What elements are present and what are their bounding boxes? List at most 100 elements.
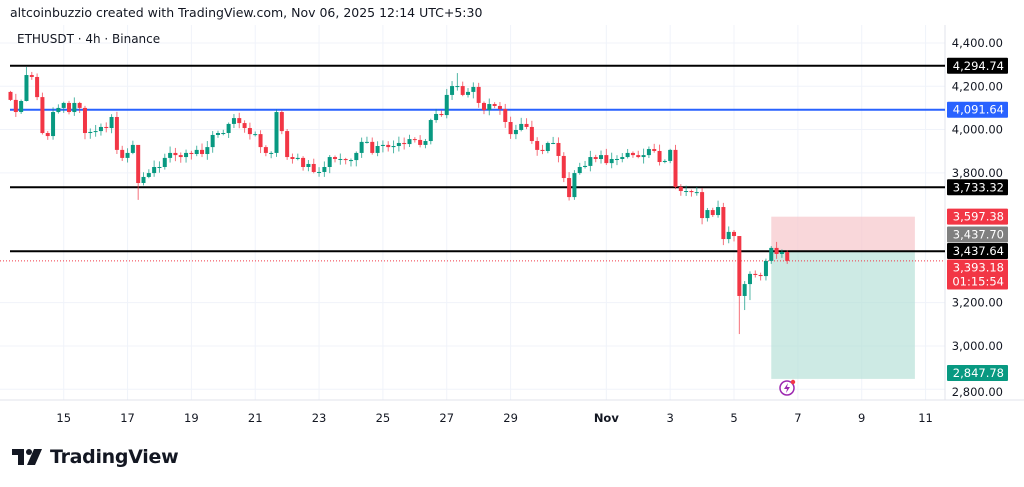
candle-body[interactable]	[423, 141, 428, 145]
candle-body[interactable]	[24, 75, 29, 101]
candle-body[interactable]	[428, 120, 433, 142]
candle-body[interactable]	[593, 157, 598, 159]
candle-body[interactable]	[657, 150, 662, 163]
candle-body[interactable]	[120, 149, 125, 158]
candle-body[interactable]	[721, 207, 726, 240]
candle-body[interactable]	[599, 155, 604, 159]
candle-body[interactable]	[561, 155, 566, 179]
candle-body[interactable]	[545, 142, 550, 151]
candle-body[interactable]	[460, 86, 465, 95]
candle-body[interactable]	[402, 142, 407, 145]
candle-body[interactable]	[652, 149, 657, 151]
candle-body[interactable]	[583, 165, 588, 167]
candle-body[interactable]	[412, 139, 417, 141]
candle-body[interactable]	[508, 121, 513, 135]
candle-body[interactable]	[471, 86, 476, 92]
candle-body[interactable]	[19, 100, 24, 113]
candle-body[interactable]	[253, 134, 258, 136]
candle-body[interactable]	[529, 126, 534, 142]
candle-body[interactable]	[466, 91, 471, 95]
candle-body[interactable]	[673, 149, 678, 187]
candle-body[interactable]	[354, 152, 359, 161]
candle-body[interactable]	[189, 152, 194, 155]
candle-body[interactable]	[753, 273, 758, 275]
candle-body[interactable]	[641, 155, 646, 158]
candle-body[interactable]	[242, 123, 247, 129]
candle-body[interactable]	[35, 76, 40, 98]
candle-body[interactable]	[737, 236, 742, 296]
candle-body[interactable]	[162, 157, 167, 167]
candle-body[interactable]	[614, 158, 619, 160]
candle-body[interactable]	[295, 157, 300, 159]
candle-body[interactable]	[364, 141, 369, 143]
candle-body[interactable]	[418, 139, 423, 145]
candle-body[interactable]	[125, 152, 130, 158]
candle-body[interactable]	[61, 102, 66, 108]
candle-body[interactable]	[694, 192, 699, 194]
candle-body[interactable]	[13, 99, 18, 113]
candle-body[interactable]	[359, 141, 364, 153]
candle-body[interactable]	[513, 129, 518, 135]
candle-body[interactable]	[497, 105, 502, 110]
candle-body[interactable]	[535, 141, 540, 150]
candle-body[interactable]	[391, 146, 396, 148]
candle-body[interactable]	[705, 210, 710, 219]
candle-body[interactable]	[407, 139, 412, 145]
candle-body[interactable]	[258, 134, 263, 148]
candle-body[interactable]	[274, 112, 279, 153]
candle-body[interactable]	[231, 118, 236, 124]
candle-body[interactable]	[348, 160, 353, 162]
candle-body[interactable]	[487, 104, 492, 111]
candle-body[interactable]	[269, 152, 274, 154]
candle-body[interactable]	[572, 173, 577, 198]
candle-body[interactable]	[40, 97, 45, 134]
candle-body[interactable]	[524, 123, 529, 127]
candle-body[interactable]	[758, 274, 763, 277]
candle-body[interactable]	[311, 163, 316, 172]
candle-body[interactable]	[726, 231, 731, 240]
take-profit-zone[interactable]	[771, 251, 915, 379]
candle-body[interactable]	[317, 171, 322, 173]
tradingview-logo[interactable]: TradingView	[12, 446, 179, 468]
candle-body[interactable]	[785, 252, 790, 261]
candle-body[interactable]	[146, 173, 151, 177]
candle-body[interactable]	[8, 91, 13, 100]
candle-body[interactable]	[290, 157, 295, 159]
candle-body[interactable]	[98, 126, 103, 132]
candle-body[interactable]	[136, 144, 141, 184]
candle-body[interactable]	[747, 273, 752, 285]
candle-body[interactable]	[774, 247, 779, 254]
candle-body[interactable]	[72, 102, 77, 113]
candle-body[interactable]	[455, 86, 460, 88]
candle-body[interactable]	[29, 75, 34, 77]
candle-body[interactable]	[769, 247, 774, 261]
candle-body[interactable]	[338, 158, 343, 160]
candle-body[interactable]	[609, 158, 614, 164]
candle-body[interactable]	[577, 166, 582, 174]
candle-body[interactable]	[82, 107, 87, 134]
candle-body[interactable]	[625, 152, 630, 158]
candle-body[interactable]	[173, 152, 178, 156]
candle-body[interactable]	[333, 157, 338, 159]
candle-body[interactable]	[152, 166, 157, 174]
candle-body[interactable]	[556, 142, 561, 156]
candle-body[interactable]	[205, 147, 210, 155]
candle-body[interactable]	[210, 134, 215, 148]
candle-body[interactable]	[130, 144, 135, 153]
candle-body[interactable]	[375, 146, 380, 153]
candle-body[interactable]	[168, 152, 173, 158]
candle-body[interactable]	[503, 109, 508, 122]
stop-loss-zone[interactable]	[771, 216, 915, 252]
candle-body[interactable]	[200, 149, 205, 155]
candle-body[interactable]	[56, 107, 61, 113]
candle-body[interactable]	[551, 142, 556, 144]
candle-body[interactable]	[710, 210, 715, 216]
candle-body[interactable]	[444, 94, 449, 116]
candle-body[interactable]	[178, 155, 183, 158]
candle-body[interactable]	[226, 123, 231, 134]
candle-body[interactable]	[343, 158, 348, 161]
candle-body[interactable]	[519, 123, 524, 130]
candle-body[interactable]	[322, 166, 327, 172]
candle-body[interactable]	[630, 152, 635, 156]
candle-body[interactable]	[588, 157, 593, 166]
